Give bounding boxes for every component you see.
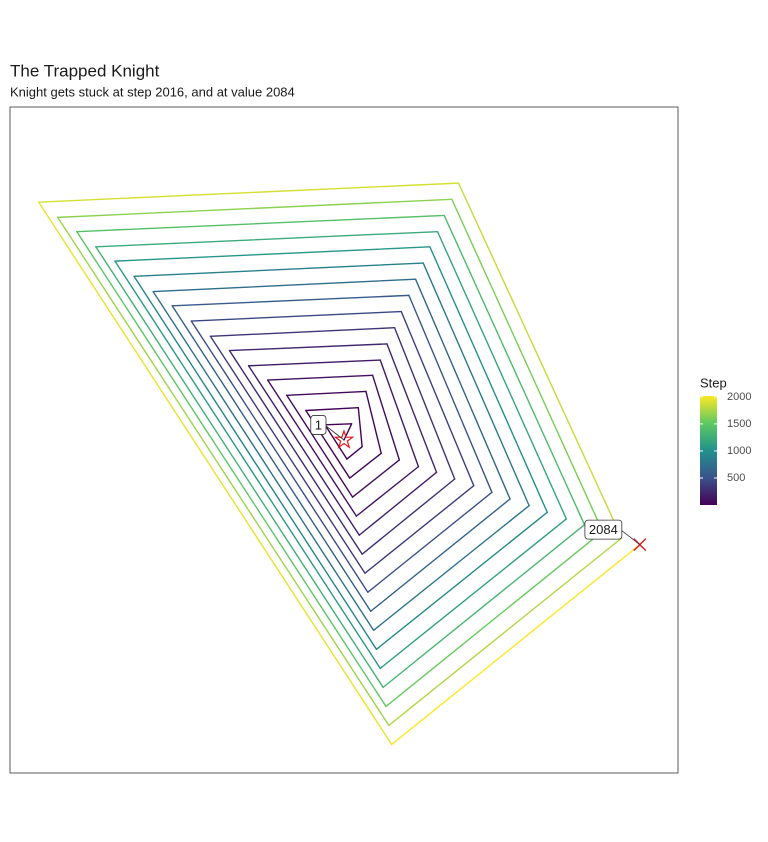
path-segment xyxy=(429,246,548,514)
path-segment xyxy=(365,390,382,455)
chart-subtitle: Knight gets stuck at step 2016, and at v… xyxy=(10,84,295,99)
colorbar-tick-label: 1500 xyxy=(727,418,751,430)
annotation-box xyxy=(584,519,623,540)
path-segment xyxy=(349,452,382,479)
path-segment xyxy=(95,230,439,248)
path-segment xyxy=(361,478,456,555)
path-segment xyxy=(286,390,367,396)
colorbar-tick-label: 1000 xyxy=(727,445,751,457)
path-segment xyxy=(114,260,381,670)
start-marker xyxy=(333,429,355,449)
path-segment xyxy=(393,327,456,480)
path-segment xyxy=(152,278,417,293)
path-segment xyxy=(266,374,374,381)
path-segment xyxy=(370,498,511,612)
path-segment xyxy=(408,294,493,494)
path-segment xyxy=(375,511,548,651)
annotation-box xyxy=(310,415,327,435)
path-segment xyxy=(391,543,641,746)
path-segment xyxy=(451,198,604,533)
path-segment xyxy=(443,214,586,526)
path-segment xyxy=(57,198,453,219)
path-segment xyxy=(371,374,401,461)
path-segment xyxy=(436,230,568,520)
path-segment xyxy=(364,484,475,574)
path-segment xyxy=(133,262,424,278)
path-segment xyxy=(76,214,445,233)
annotation-leader xyxy=(325,425,345,441)
path-segment xyxy=(171,294,410,307)
path-segment xyxy=(372,504,530,631)
chart-title: The Trapped Knight xyxy=(10,61,160,80)
plot-border xyxy=(9,106,679,774)
path-segment xyxy=(247,359,381,367)
path-segment xyxy=(247,365,360,536)
path-segment xyxy=(386,343,438,474)
path-segment xyxy=(346,445,363,460)
path-segment xyxy=(305,406,360,412)
path-segment xyxy=(228,343,388,352)
path-segment xyxy=(209,327,396,337)
path-segment xyxy=(379,359,420,468)
path-segment xyxy=(76,230,387,708)
path-segment xyxy=(133,275,378,651)
path-segment xyxy=(37,182,460,203)
path-segment xyxy=(388,537,623,727)
path-segment xyxy=(324,423,353,426)
path-segment xyxy=(171,305,372,612)
path-segment xyxy=(95,246,384,689)
annotation-label: 2084 xyxy=(589,522,618,537)
path-segment xyxy=(286,394,354,498)
path-segment xyxy=(414,278,511,500)
path-segment xyxy=(422,262,530,507)
path-segment xyxy=(351,459,401,498)
path-segment xyxy=(209,335,366,574)
path-segment xyxy=(355,465,420,517)
path-segment xyxy=(400,310,475,487)
path-segment xyxy=(266,379,358,517)
path-segment xyxy=(324,424,348,460)
path-segment xyxy=(228,349,363,555)
annotation-label: 1 xyxy=(315,417,322,432)
path-segment xyxy=(152,290,375,631)
path-segment xyxy=(382,523,586,689)
path-segment xyxy=(379,518,568,670)
colorbar-tick-label: 500 xyxy=(727,472,745,484)
path-segment xyxy=(457,182,623,539)
path-segment xyxy=(190,320,369,593)
path-segment xyxy=(367,491,493,593)
path-segment xyxy=(57,216,390,727)
path-segment xyxy=(358,471,438,536)
annotation-leader xyxy=(621,530,641,545)
knight-path xyxy=(37,182,641,746)
path-segment xyxy=(357,406,363,448)
path-segment xyxy=(37,201,393,746)
colorbar xyxy=(700,396,717,505)
legend-title: Step xyxy=(700,375,727,390)
path-segment xyxy=(343,423,353,441)
path-segment xyxy=(114,246,431,262)
colorbar-tick-label: 2000 xyxy=(727,391,751,403)
path-segment xyxy=(190,310,402,322)
path-segment xyxy=(385,530,604,708)
